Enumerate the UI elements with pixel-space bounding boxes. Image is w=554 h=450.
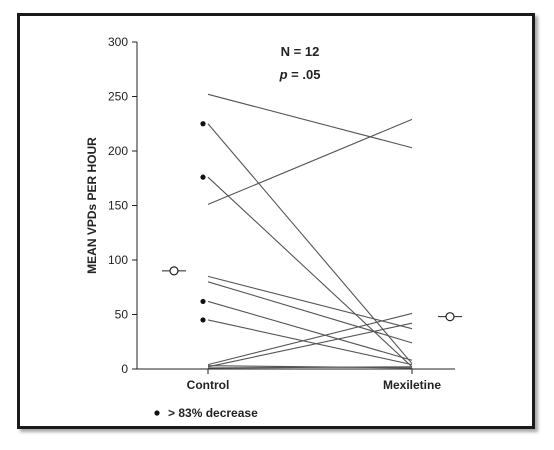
y-tick-label: 0 bbox=[121, 362, 128, 376]
subject-line bbox=[207, 176, 413, 368]
subject-line bbox=[207, 319, 413, 366]
y-axis-title: MEAN VPDs PER HOUR bbox=[85, 137, 99, 274]
legend-text: > 83% decrease bbox=[168, 406, 258, 420]
y-tick-label: 300 bbox=[108, 35, 128, 49]
subject-line bbox=[207, 322, 413, 368]
y-tick-label: 150 bbox=[108, 199, 128, 213]
decrease-marker bbox=[200, 317, 206, 323]
y-tick-label: 50 bbox=[115, 308, 129, 322]
x-axis: Control Mexiletine bbox=[137, 368, 455, 392]
y-tick-label: 100 bbox=[108, 253, 128, 267]
subject-line bbox=[207, 123, 413, 364]
y-tick-label: 250 bbox=[108, 90, 128, 104]
subject-line bbox=[207, 93, 413, 149]
legend-marker bbox=[154, 410, 160, 416]
y-tick-label: 200 bbox=[108, 144, 128, 158]
subject-line bbox=[207, 281, 413, 344]
subject-line bbox=[207, 300, 413, 361]
n-annotation: N = 12 bbox=[281, 44, 320, 59]
control-mean-marker bbox=[162, 266, 186, 276]
decrease-marker bbox=[200, 121, 206, 127]
mean-markers bbox=[162, 266, 462, 322]
x-tick-label: Control bbox=[187, 378, 230, 392]
decrease-marker bbox=[200, 298, 206, 305]
subject-lines bbox=[207, 93, 413, 369]
p-value: = .05 bbox=[288, 67, 321, 82]
mexiletine-mean-marker bbox=[438, 312, 462, 322]
chart-frame bbox=[17, 13, 535, 429]
x-tick-label: Mexiletine bbox=[383, 378, 441, 392]
subject-line bbox=[207, 275, 413, 330]
p-annotation: p = .05 bbox=[279, 67, 321, 82]
subject-line bbox=[207, 118, 413, 205]
y-ticks: 0 50 100 150 200 250 300 bbox=[108, 35, 137, 376]
mean-circle bbox=[445, 312, 455, 322]
decrease-marker bbox=[200, 174, 206, 180]
mean-circle bbox=[169, 266, 179, 276]
decrease-markers bbox=[200, 121, 206, 323]
p-symbol: p bbox=[279, 67, 288, 82]
subject-line bbox=[207, 312, 413, 366]
subject-line bbox=[207, 366, 413, 369]
